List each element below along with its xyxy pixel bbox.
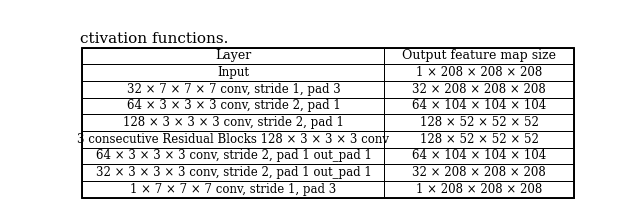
Bar <box>385 131 573 148</box>
Text: Input: Input <box>218 66 250 79</box>
Text: Layer: Layer <box>215 50 252 62</box>
Bar <box>385 164 573 181</box>
Text: 32 × 7 × 7 × 7 conv, stride 1, pad 3: 32 × 7 × 7 × 7 conv, stride 1, pad 3 <box>127 83 340 96</box>
Text: 64 × 3 × 3 × 3 conv, stride 2, pad 1 out_pad 1: 64 × 3 × 3 × 3 conv, stride 2, pad 1 out… <box>95 149 371 162</box>
Bar <box>83 47 385 64</box>
Text: 32 × 208 × 208 × 208: 32 × 208 × 208 × 208 <box>412 83 546 96</box>
Bar <box>385 64 573 81</box>
Text: 64 × 104 × 104 × 104: 64 × 104 × 104 × 104 <box>412 99 546 112</box>
Text: 1 × 208 × 208 × 208: 1 × 208 × 208 × 208 <box>416 183 542 196</box>
Text: 1 × 7 × 7 × 7 conv, stride 1, pad 3: 1 × 7 × 7 × 7 conv, stride 1, pad 3 <box>131 183 337 196</box>
Text: 64 × 104 × 104 × 104: 64 × 104 × 104 × 104 <box>412 149 546 162</box>
Bar <box>83 81 385 98</box>
Text: 1 × 208 × 208 × 208: 1 × 208 × 208 × 208 <box>416 66 542 79</box>
Bar <box>385 81 573 98</box>
Bar <box>385 47 573 64</box>
Bar <box>385 98 573 114</box>
Bar <box>83 47 573 198</box>
Bar <box>83 131 385 148</box>
Text: 32 × 208 × 208 × 208: 32 × 208 × 208 × 208 <box>412 166 546 179</box>
Bar <box>83 98 385 114</box>
Bar <box>83 181 385 198</box>
Bar <box>83 64 385 81</box>
Text: 128 × 3 × 3 × 3 conv, stride 2, pad 1: 128 × 3 × 3 × 3 conv, stride 2, pad 1 <box>123 116 344 129</box>
Text: 128 × 52 × 52 × 52: 128 × 52 × 52 × 52 <box>420 116 538 129</box>
Bar <box>83 164 385 181</box>
Text: 3 consecutive Residual Blocks 128 × 3 × 3 × 3 conv: 3 consecutive Residual Blocks 128 × 3 × … <box>77 133 390 146</box>
Text: 128 × 52 × 52 × 52: 128 × 52 × 52 × 52 <box>420 133 538 146</box>
Bar <box>83 47 573 198</box>
Bar <box>83 114 385 131</box>
Bar <box>385 114 573 131</box>
Text: Output feature map size: Output feature map size <box>402 50 556 62</box>
Text: 32 × 3 × 3 × 3 conv, stride 2, pad 1 out_pad 1: 32 × 3 × 3 × 3 conv, stride 2, pad 1 out… <box>95 166 371 179</box>
Bar <box>385 181 573 198</box>
Text: ctivation functions.: ctivation functions. <box>80 32 228 46</box>
Bar <box>83 148 385 164</box>
Text: 64 × 3 × 3 × 3 conv, stride 2, pad 1: 64 × 3 × 3 × 3 conv, stride 2, pad 1 <box>127 99 340 112</box>
Bar <box>385 148 573 164</box>
